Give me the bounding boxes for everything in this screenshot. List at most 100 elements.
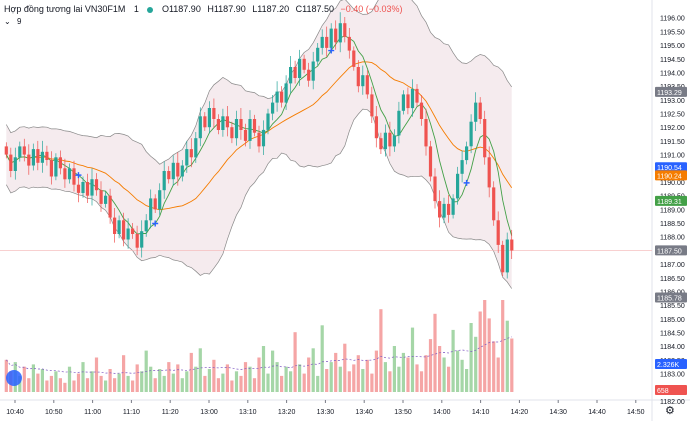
candle-body [302, 58, 306, 70]
candle-body [54, 157, 58, 177]
volume-bar [325, 369, 329, 392]
volume-bar [207, 369, 211, 392]
candle-body [284, 83, 288, 103]
candle-body [329, 28, 333, 48]
volume-bar [90, 371, 94, 392]
volume-bar [320, 325, 324, 392]
price-tick-label: 1193.00 [660, 98, 685, 105]
volume-bar [347, 371, 351, 392]
price-tick-label: 1184.00 [660, 344, 685, 351]
candle-body [293, 67, 297, 78]
candle-body [189, 149, 193, 158]
volume-bar [85, 378, 90, 392]
volume-bar [365, 359, 369, 392]
volume-bar [117, 373, 121, 392]
candle-body [27, 154, 31, 166]
price-badge-label: 1189.31 [657, 199, 682, 206]
price-tick-label: 1191.50 [660, 139, 685, 146]
price-tick-label: 1192.00 [660, 125, 685, 132]
volume-bar [483, 300, 487, 392]
volume-bar [72, 380, 76, 392]
candle-body [406, 94, 410, 109]
low-value: L1187.20 [252, 4, 290, 14]
candle-body [307, 69, 311, 81]
volume-bar [257, 357, 261, 392]
volume-bar [492, 341, 496, 392]
volume-bar [460, 359, 464, 392]
candle-body [72, 168, 76, 185]
price-badge [655, 292, 687, 303]
volume-bar [252, 378, 257, 392]
candle-body [243, 129, 248, 141]
candle-body [58, 157, 62, 169]
volume-bar [388, 371, 392, 392]
volume-bar [135, 364, 139, 392]
price-badge-label: 1193.29 [657, 90, 682, 97]
volume-bar [76, 373, 81, 392]
candle-body [9, 154, 13, 171]
interval-label[interactable]: 1 [133, 4, 139, 14]
symbol-name[interactable]: Hợp đồng tương lai VN30F1M [4, 4, 126, 14]
volume-bar [126, 375, 130, 392]
candle-body [176, 162, 180, 177]
price-badge-label: 658 [657, 388, 669, 395]
candle-body [252, 119, 257, 133]
time-tick-label: 14:10 [472, 409, 490, 416]
gear-icon[interactable]: ⚙ [665, 405, 675, 417]
candle-body [185, 149, 189, 166]
volume-bar [221, 373, 225, 392]
candle-body [207, 108, 211, 128]
candle-body [144, 220, 148, 232]
change-value: −0.40 (−0.03%) [340, 4, 403, 14]
candle-body [36, 149, 40, 163]
volume-bar [370, 373, 374, 392]
candle-body [343, 23, 347, 37]
candle-body [221, 116, 225, 130]
candle-body [456, 173, 460, 199]
volume-bar [442, 357, 446, 392]
volume-bar [27, 378, 31, 392]
volume-bar [447, 366, 451, 392]
candle-body [49, 160, 53, 177]
candle-body [492, 187, 496, 221]
time-tick-label: 14:00 [433, 409, 451, 416]
candle-body [487, 157, 491, 188]
indicator-toggle[interactable]: ⌄ 9 [4, 17, 21, 26]
cross-marker [75, 172, 82, 179]
candle-body [126, 228, 130, 240]
price-tick-label: 1183.00 [660, 372, 685, 379]
candle-body [338, 23, 342, 43]
cross-marker [328, 47, 335, 54]
candle-body [379, 138, 383, 150]
volume-bar [456, 350, 460, 392]
volume-bar [167, 362, 171, 392]
tradingview-logo-icon[interactable] [6, 370, 22, 386]
candle-body [388, 132, 392, 147]
candle-body [117, 220, 121, 234]
volume-bar [104, 380, 108, 392]
candle-body [419, 102, 424, 119]
volume-bar [379, 309, 383, 392]
candle-body [438, 201, 442, 218]
volume-bar [180, 378, 184, 392]
candle-body [383, 132, 387, 150]
candle-body [469, 121, 473, 147]
candle-body [496, 220, 500, 245]
volume-bar [99, 375, 103, 392]
volume-bar [239, 375, 243, 392]
volume-bar [316, 375, 320, 392]
volume-bar [410, 327, 415, 392]
volume-bar [234, 371, 239, 392]
volume-bar [153, 378, 157, 392]
price-badge [655, 195, 687, 206]
volume-bar [510, 338, 514, 392]
volume-bar [67, 366, 72, 392]
candle-body [320, 36, 324, 48]
candle-body [410, 88, 415, 109]
volume-bar [424, 355, 428, 392]
volume-bar [225, 364, 229, 392]
candle-body [325, 36, 329, 48]
price-badge [655, 170, 687, 181]
chevron-down-icon[interactable]: ⌄ [4, 17, 11, 26]
